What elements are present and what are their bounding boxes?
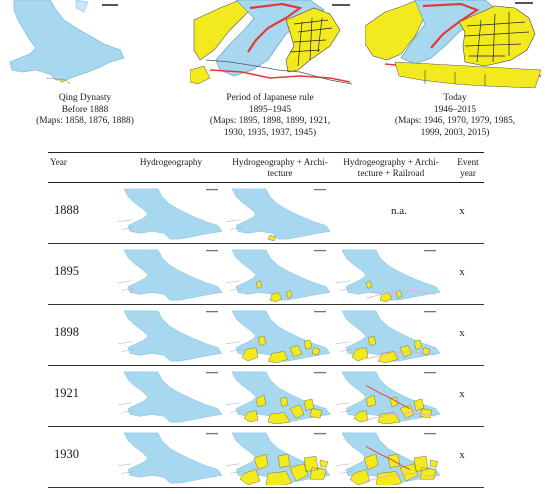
- period-years: 1946–2015: [433, 104, 477, 115]
- header-railroad: Hydrogeography + Archi- tecture + Railro…: [332, 157, 450, 179]
- header-architecture: Hydrogeography + Archi- tecture: [222, 157, 338, 179]
- period-title: Qing Dynasty: [58, 93, 112, 103]
- header-line: tecture: [267, 168, 293, 178]
- row-divider: [48, 304, 484, 305]
- header-line: tecture + Railroad: [357, 168, 425, 178]
- row-year: 1921: [54, 386, 79, 400]
- table-header-rule: [48, 182, 484, 183]
- row-divider: [48, 243, 484, 244]
- row-year: 1895: [54, 264, 79, 278]
- header-hydrogeography: Hydrogeography: [139, 157, 203, 167]
- row-year: 1898: [54, 325, 79, 339]
- header-line: year: [460, 168, 476, 178]
- hydrogeography-map: [118, 370, 224, 424]
- header-line: Hydrogeography + Archi-: [232, 157, 328, 167]
- event-year-mark: x: [459, 266, 465, 278]
- row-divider: [48, 487, 484, 488]
- header-year: Year: [50, 157, 67, 167]
- period-maps: 1930, 1935, 1937, 1945): [223, 127, 317, 138]
- period-maps: (Maps: 1895, 1898, 1899, 1921,: [209, 116, 331, 127]
- hydrogeography-map: [118, 187, 224, 241]
- row-year: 1930: [54, 447, 79, 461]
- map-japanese-rule: [190, 0, 358, 88]
- hydrogeography-map: [118, 431, 224, 485]
- row-divider: [48, 365, 484, 366]
- not-available-cell: n.a.: [391, 205, 407, 217]
- hydrogeography-map: [118, 248, 224, 302]
- map-today: [365, 0, 541, 88]
- map-qing-dynasty: [6, 0, 128, 88]
- architecture-map: [226, 370, 332, 424]
- header-event-year: Event year: [448, 157, 488, 179]
- period-years: Before 1888: [61, 104, 109, 115]
- period-maps: 1999, 2003, 2015): [420, 127, 490, 138]
- architecture-map: [226, 248, 332, 302]
- table-top-rule: [48, 152, 484, 154]
- railroad-map: [336, 309, 442, 363]
- event-year-mark: x: [459, 205, 465, 217]
- caption-qing-dynasty: Qing Dynasty Before 1888 (Maps: 1858, 18…: [20, 93, 150, 128]
- caption-today: Today 1946–2015 (Maps: 1946, 1970, 1979,…: [355, 93, 550, 139]
- railroad-map: [336, 431, 442, 485]
- architecture-map: [226, 309, 332, 363]
- architecture-map: [226, 187, 332, 241]
- header-line: Event: [457, 157, 479, 167]
- event-year-mark: x: [459, 449, 465, 461]
- row-year: 1888: [54, 203, 79, 217]
- event-year-mark: x: [459, 327, 465, 339]
- caption-japanese-rule: Period of Japanese rule 1895–1945 (Maps:…: [170, 93, 370, 139]
- architecture-map: [226, 431, 332, 485]
- period-title: Today: [443, 93, 467, 103]
- hydrogeography-map: [118, 309, 224, 363]
- railroad-map: [336, 248, 442, 302]
- period-title: Period of Japanese rule: [226, 93, 314, 103]
- event-year-mark: x: [459, 388, 465, 400]
- period-years: 1895–1945: [248, 104, 292, 115]
- railroad-map: [336, 370, 442, 424]
- period-maps: (Maps: 1946, 1970, 1979, 1985,: [394, 116, 516, 127]
- header-line: Hydrogeography + Archi-: [343, 157, 439, 167]
- period-maps: (Maps: 1858, 1876, 1888): [36, 116, 134, 127]
- row-divider: [48, 426, 484, 427]
